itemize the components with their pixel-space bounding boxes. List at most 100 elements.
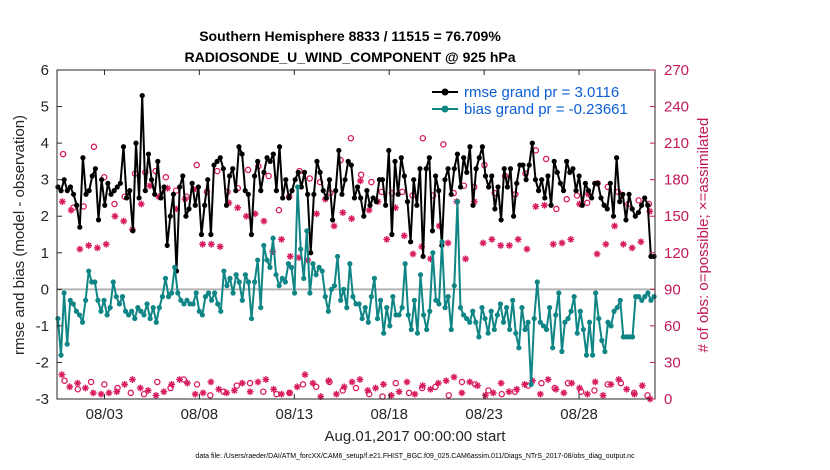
obs-assimilated-marker-stroke [466,379,473,385]
y-tick-label: 4 [41,135,49,152]
obs-assimilated-marker-stroke [313,210,320,217]
obs-possible-marker [419,134,427,142]
bias-point [129,308,135,314]
obs-possible-marker [127,389,135,397]
obs-assimilated-marker [111,212,119,220]
obs-assimilated-marker [631,390,638,398]
bias-point [457,305,464,311]
obs-assimilated-marker-stroke [261,218,267,224]
y-tick-label: 2 [41,208,49,225]
rmse-point [392,158,398,164]
rmse-point [124,195,130,201]
obs-assimilated-marker [395,388,403,396]
obs-assimilated-marker [215,385,223,393]
obs-assimilated-marker-stroke [592,379,599,385]
bias-point [76,312,83,318]
rmse-point [379,177,386,183]
obs-assimilated-marker [105,389,113,397]
obs-assimilated-marker-stroke [576,385,583,391]
obs-assimilated-marker-stroke [427,386,434,393]
y-tick-label: 6 [41,62,49,79]
obs-assimilated-marker-stroke [506,242,513,249]
rmse-point [77,224,83,230]
bias-point [165,294,172,300]
rmse-point [642,195,648,201]
obs-possible-marker [207,392,214,399]
rmse-point [542,195,548,201]
rmse-point [233,188,239,194]
obs-assimilated-marker-stroke [435,380,442,387]
obs-assimilated-marker-stroke [419,382,426,389]
obs-assimilated-marker [144,387,152,394]
rmse-point [177,184,183,190]
rmse-point [354,184,361,190]
bias-point [467,319,473,325]
rmse-point [457,184,464,190]
y-tick-label: -1 [36,318,49,335]
bias-point [445,294,451,300]
obs-assimilated-marker-stroke [372,385,379,391]
obs-assimilated-marker-stroke [489,236,495,243]
rmse-point [70,191,77,197]
obs-assimilated-marker [532,203,540,210]
bias-point [586,319,593,325]
obs-assimilated-marker-stroke [90,390,97,396]
rmse-point [386,147,392,154]
bias-point [162,275,169,281]
rmse-point [358,195,364,201]
obs-possible-marker [193,161,200,169]
rmse-point [211,162,217,168]
y-tick-label: 0 [41,281,49,298]
bias-point [208,297,215,303]
rmse-point [130,228,136,234]
obs-assimilated-marker [199,240,206,248]
obs-assimilated-marker-stroke [553,386,559,393]
rmse-point [514,180,520,186]
obs-possible-marker [244,166,252,174]
obs-assimilated-marker-stroke [270,386,277,393]
obs-assimilated-marker-stroke [404,379,410,385]
obs-assimilated-marker [260,217,268,225]
rmse-point [180,173,186,179]
obs-assimilated-marker [474,382,481,389]
bias-point [381,330,387,336]
rmse-point [220,166,226,172]
legend-rmse-label: rmse grand pr = 3.0116 [464,84,619,101]
bias-point [218,308,224,314]
bias-point [86,268,92,274]
bias-point [424,326,430,333]
bias-point [285,261,292,267]
rmse-point [345,158,351,164]
rmse-point [448,191,454,197]
bias-point [331,283,338,289]
bias-point [73,308,79,314]
bias-point [230,290,236,296]
obs-assimilated-marker-stroke [325,377,332,384]
obs-assimilated-marker [602,240,610,248]
bias-point [617,297,623,303]
obs-possible-marker [357,171,365,179]
obs-possible-marker [101,381,108,388]
rmse-point [582,180,588,186]
rmse-point [283,177,289,183]
rmse-point [139,92,145,99]
bias-point [227,275,233,281]
obs-assimilated-marker-stroke [331,223,337,229]
obs-assimilated-marker-stroke [497,242,504,249]
bias-point [611,308,617,314]
rmse-point [292,177,298,183]
obs-assimilated-marker [286,253,294,260]
bias-point [507,326,513,333]
obs-assimilated-marker-stroke [339,209,346,216]
rmse-point [161,184,167,190]
obs-possible-marker [440,141,447,148]
rmse-point [539,177,545,183]
bias-point [215,301,221,307]
obs-assimilated-marker [66,383,74,391]
legend-bias-marker [441,105,449,113]
rmse-point [148,177,155,183]
bias-point [420,312,427,318]
bias-point [193,290,199,296]
y-right-tick-label: 0 [664,391,672,408]
obs-assimilated-marker [223,389,230,397]
